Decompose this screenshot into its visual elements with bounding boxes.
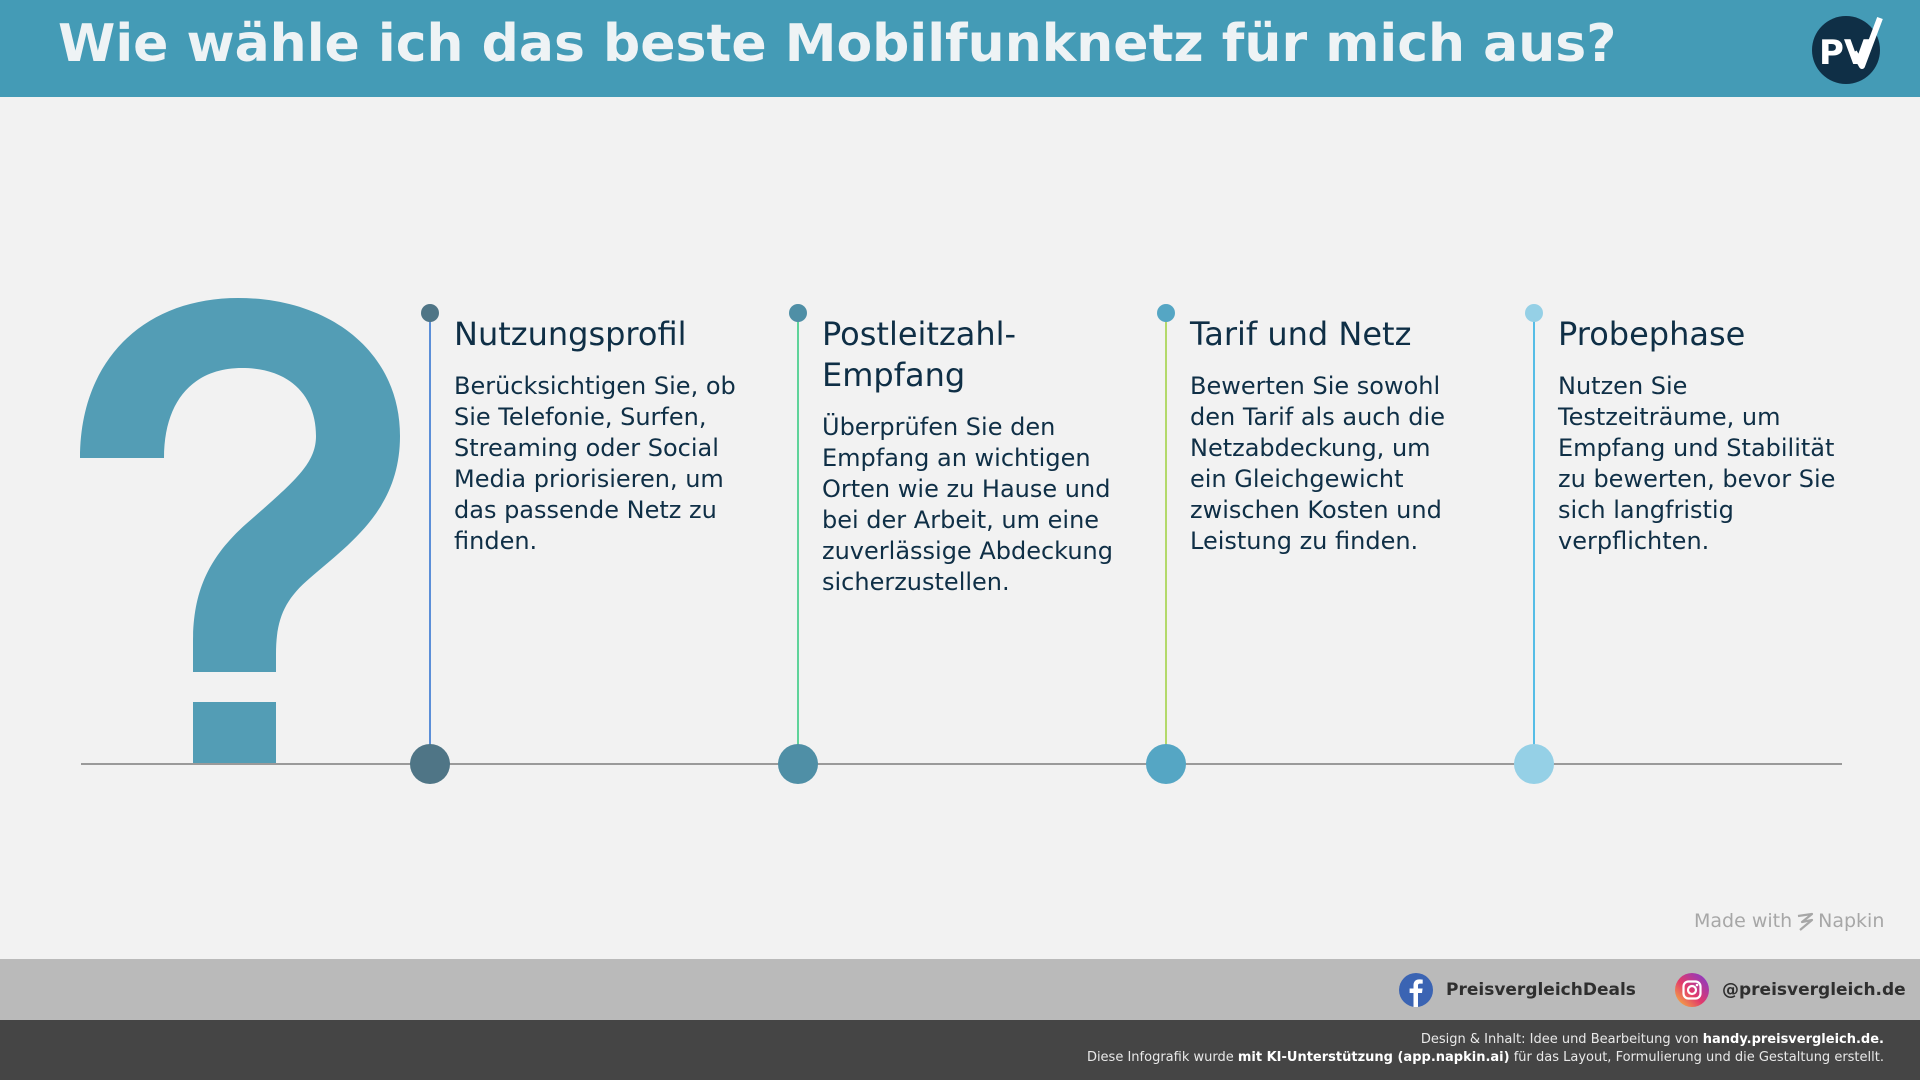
napkin-icon — [1797, 912, 1814, 931]
footer-credit-line: Design & Inhalt: Idee und Bearbeitung vo… — [1420, 1032, 1884, 1047]
step-card: Postleitzahl-Empfang Überprüfen Sie den … — [822, 314, 1132, 598]
facebook-handle: PreisvergleichDeals — [1446, 980, 1636, 1000]
step-top-dot — [1157, 304, 1175, 322]
step-top-dot — [1525, 304, 1543, 322]
facebook-link[interactable]: PreisvergleichDeals — [1398, 973, 1636, 1007]
step-title: Nutzungsprofil — [454, 315, 687, 353]
step-connector-line — [1165, 313, 1167, 763]
instagram-link[interactable]: @preisvergleich.de — [1674, 973, 1906, 1007]
step-title: Postleitzahl-Empfang — [822, 315, 1017, 394]
step-milestone-dot — [778, 744, 818, 784]
pv-logo[interactable]: PV — [1810, 12, 1884, 86]
timeline-baseline — [81, 763, 1842, 765]
step-connector-line — [797, 313, 799, 763]
footer-ai-note: Diese Infografik wurde mit KI-Unterstütz… — [1086, 1050, 1884, 1065]
step-card: Nutzungsprofil Berücksichtigen Sie, ob S… — [454, 314, 754, 557]
step-top-dot — [421, 304, 439, 322]
napkin-brand: Napkin — [1818, 910, 1885, 932]
footer-site-link[interactable]: handy.preisvergleich.de. — [1702, 1032, 1884, 1047]
question-mark-icon — [80, 296, 400, 770]
instagram-handle: @preisvergleich.de — [1722, 980, 1906, 1000]
step-title: Probephase — [1558, 315, 1746, 353]
facebook-icon — [1399, 973, 1433, 1007]
header-bar: Wie wähle ich das beste Mobilfunknetz fü… — [0, 0, 1920, 97]
instagram-icon — [1675, 973, 1709, 1007]
step-description: Nutzen Sie Testzeiträume, um Empfang und… — [1558, 372, 1836, 555]
step-milestone-dot — [1514, 744, 1554, 784]
step-description: Berücksichtigen Sie, ob Sie Telefonie, S… — [454, 372, 736, 555]
step-description: Bewerten Sie sowohl den Tarif als auch d… — [1190, 372, 1445, 555]
step-top-dot — [789, 304, 807, 322]
step-title: Tarif und Netz — [1190, 315, 1412, 353]
step-connector-line — [429, 313, 431, 763]
step-connector-line — [1533, 313, 1535, 763]
made-with-label: Made with — [1694, 910, 1793, 932]
step-milestone-dot — [1146, 744, 1186, 784]
footer: Design & Inhalt: Idee und Bearbeitung vo… — [0, 1020, 1920, 1080]
step-description: Überprüfen Sie den Empfang an wichtigen … — [822, 413, 1113, 596]
social-bar: PreisvergleichDeals @preisvergleich.de — [0, 959, 1920, 1020]
step-milestone-dot — [410, 744, 450, 784]
made-with-napkin[interactable]: Made with Napkin — [1694, 910, 1884, 932]
step-card: Tarif und Netz Bewerten Sie sowohl den T… — [1190, 314, 1465, 557]
step-card: Probephase Nutzen Sie Testzeiträume, um … — [1558, 314, 1858, 557]
page-title: Wie wähle ich das beste Mobilfunknetz fü… — [58, 14, 1617, 74]
